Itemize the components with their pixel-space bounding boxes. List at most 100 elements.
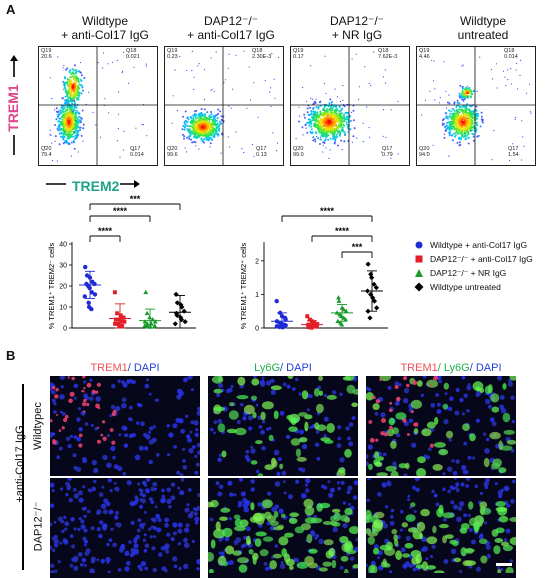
quadrant-label-q18: Q18 0.021 (126, 48, 140, 60)
flow-plot-2 (164, 46, 284, 166)
sig-label: *** (130, 194, 141, 204)
sig-label: **** (320, 206, 335, 216)
data-point (305, 314, 310, 319)
data-point (374, 305, 380, 311)
data-point (144, 323, 150, 328)
data-point (120, 323, 125, 328)
data-point (172, 321, 178, 327)
quadrant-label-q17: Q17 0.13 (256, 146, 267, 158)
quadrant-label-q19: Q19 4.46 (419, 48, 430, 60)
quadrant-label-q17: Q17 1.54 (508, 146, 519, 158)
panel-a-letter: A (6, 2, 16, 17)
data-point (119, 319, 124, 324)
y-tick-label: 2 (255, 258, 259, 265)
data-point (144, 310, 150, 316)
y-tick-label: 10 (59, 305, 67, 312)
y-tick-label: 0 (255, 326, 259, 333)
data-point (274, 298, 279, 304)
flow-plot-1 (38, 46, 158, 166)
data-point (118, 313, 123, 318)
flow-title-2: DAP12⁻/⁻ + anti-Col17 IgG (187, 14, 275, 42)
quadrant-label-q20: Q20 99.0 (293, 146, 304, 158)
sig-label: *** (352, 242, 363, 252)
trem1-axis-marker (4, 55, 24, 160)
legend: Wildtype + anti-Col17 IgG DAP12⁻/⁻ + ant… (414, 238, 550, 294)
data-point (173, 291, 179, 297)
sig-label: **** (113, 206, 128, 216)
sig-label: **** (98, 226, 113, 236)
flow-plot-4 (416, 46, 536, 166)
data-point (315, 321, 320, 326)
data-point (121, 315, 126, 320)
data-point (312, 324, 317, 329)
legend-item-1: Wildtype + anti-Col17 IgG (414, 238, 550, 252)
micro-wt-trem1-dapi (50, 376, 200, 476)
micro-group-bracket (22, 384, 24, 570)
quadrant-label-q18: Q18 7.62E-3 (378, 48, 398, 60)
data-point (283, 317, 288, 322)
flow-dots-3 (291, 47, 409, 165)
micro-group-label: +anti-Col17 IgG (14, 425, 26, 503)
micro-row-label-1: Wildtypec (32, 402, 44, 450)
flow-dots-2 (165, 47, 283, 165)
y-tick-label: 20 (59, 284, 67, 291)
quadrant-label-q19: Q19 0.23 (167, 48, 178, 60)
quadrant-label-q17: Q17 0.79 (382, 146, 393, 158)
data-point (83, 264, 88, 270)
data-point (365, 261, 371, 267)
data-point (89, 306, 94, 312)
micro-row-label-2: DAP12⁻/⁻ (32, 501, 45, 552)
chart-trem1-trem2pos: 0 1 2% TREM1⁺ TREM2⁺ cells **** **** *** (232, 188, 402, 338)
data-point (339, 322, 345, 327)
quadrant-label-q19: Q19 20.6 (41, 48, 52, 60)
trem2-label: TREM2 (72, 178, 120, 194)
quadrant-label-q18: Q18 0.014 (504, 48, 518, 60)
data-point (341, 306, 347, 312)
quadrant-label-q17: Q17 0.014 (130, 146, 144, 158)
micro-wt-merge (366, 376, 516, 476)
trem1-label: TREM1 (5, 84, 21, 132)
data-point (113, 321, 118, 326)
micro-title-1: TREM1/ DAPI (90, 362, 160, 374)
data-point (371, 298, 378, 304)
data-point (336, 295, 341, 300)
chart-trem1-trem2neg: 0 10 20 30 40% TREM1⁺ TREM2⁻ cells *** **** ***… (32, 188, 232, 338)
data-point (112, 290, 117, 295)
quadrant-label-q19: Q19 0.17 (293, 48, 304, 60)
data-point (113, 317, 118, 322)
data-point (182, 319, 188, 325)
micro-title-3: TREM1/ Ly6G/ DAPI (400, 362, 502, 374)
data-point (115, 311, 120, 316)
data-point (92, 292, 98, 297)
y-axis-label: % TREM1⁺ TREM2⁻ cells (47, 243, 56, 330)
data-point (367, 315, 373, 321)
scale-bar (496, 563, 512, 566)
quadrant-label-q18: Q18 2.30E-3 (252, 48, 272, 60)
micro-dap12-trem1-dapi (50, 478, 200, 578)
micro-title-2: Ly6G/ DAPI (254, 362, 312, 374)
flow-dots-1 (39, 47, 157, 165)
data-point (307, 317, 312, 322)
data-point (86, 300, 91, 305)
data-point (314, 324, 319, 329)
data-point (143, 289, 149, 295)
flow-title-1: Wildtype + anti-Col17 IgG (61, 14, 149, 42)
micro-dap12-ly6g-dapi (208, 478, 358, 578)
micro-wt-ly6g-dapi (208, 376, 358, 476)
data-point (142, 319, 148, 324)
y-axis-label: % TREM1⁺ TREM2⁺ cells (239, 243, 248, 330)
data-point (336, 298, 342, 303)
data-point (89, 290, 95, 295)
data-point (280, 325, 285, 330)
micro-dap12-merge (366, 478, 516, 578)
y-tick-label: 30 (59, 263, 67, 270)
panel-b-letter: B (6, 348, 16, 363)
data-point (152, 323, 158, 328)
data-point (181, 308, 187, 314)
data-point (152, 319, 158, 324)
y-tick-label: 1 (255, 292, 259, 299)
flow-title-3: DAP12⁻/⁻ + NR IgG (329, 14, 385, 42)
data-point (82, 294, 88, 299)
data-point (311, 320, 316, 325)
data-point (179, 304, 185, 310)
